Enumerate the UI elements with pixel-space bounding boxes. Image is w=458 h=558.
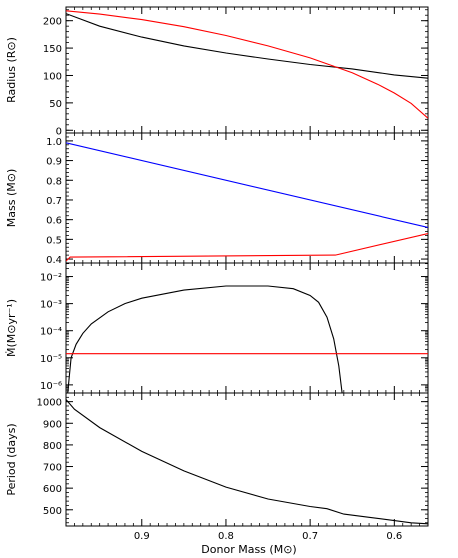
- period-series-1: [66, 399, 428, 525]
- period-y-tick-label: 1000: [37, 398, 62, 409]
- radius-y-tick-label: 150: [43, 44, 62, 55]
- mass-y-tick-label: 0.4: [46, 255, 62, 266]
- panel-mass: 0.4 0.5 0.6 0.7 0.8 0.9 1.0 Mass (M⊙): [5, 132, 429, 266]
- mdot-y-tick-label: 10⁻³: [40, 300, 62, 311]
- x-tick-label: 0.6: [386, 531, 402, 542]
- radius-y-tick-label: 0: [56, 126, 62, 137]
- period-y-tick-label: 900: [43, 419, 62, 430]
- mass-y-tick-label: 0.9: [46, 157, 62, 168]
- mass-series-2: [66, 232, 428, 262]
- radius-series-2: [66, 10, 428, 119]
- period-y-tick-label: 700: [43, 463, 62, 474]
- x-tick-label: 0.9: [134, 531, 150, 542]
- mdot-y-tick-label: 10⁻⁵: [40, 354, 62, 365]
- panel-mdot: 10⁻⁶ 10⁻⁵ 10⁻⁴ 10⁻³ 10⁻² Ṁ(M⊙yr⁻¹): [5, 262, 429, 394]
- mass-y-tick-label: 0.8: [46, 176, 62, 187]
- radius-frame: [65, 6, 429, 134]
- mass-frame: [65, 132, 429, 264]
- mass-y-tick-label: 1.0: [46, 137, 62, 148]
- radius-y-tick-label: 100: [43, 71, 62, 82]
- panel-radius: 0 50 100 150 200 Radius (R⊙): [5, 6, 429, 137]
- x-tick-labels: 0.9 0.8 0.7 0.6: [134, 531, 402, 542]
- radius-y-tick-label: 200: [43, 17, 62, 28]
- period-frame: [65, 392, 429, 527]
- mdot-series-1: [67, 285, 343, 393]
- mdot-frame: [65, 262, 429, 394]
- x-tick-label: 0.8: [218, 531, 234, 542]
- mass-y-tick-label: 0.5: [46, 235, 62, 246]
- mass-y-tick-label: 0.7: [46, 196, 62, 207]
- period-y-tick-label: 500: [43, 506, 62, 517]
- period-y-axis-label: Period (days): [5, 423, 18, 495]
- radius-y-axis-label: Radius (R⊙): [5, 37, 18, 103]
- x-axis-label: Donor Mass (M⊙): [201, 543, 296, 556]
- mdot-y-axis-label: Ṁ(M⊙yr⁻¹): [5, 299, 18, 357]
- mass-series-1: [66, 142, 428, 229]
- mdot-y-tick-label: 10⁻²: [40, 273, 62, 284]
- period-y-tick-label: 800: [43, 441, 62, 452]
- mdot-y-tick-label: 10⁻⁶: [40, 381, 62, 392]
- radius-series-1: [66, 13, 428, 79]
- mass-y-tick-label: 0.6: [46, 216, 62, 227]
- mdot-y-tick-label: 10⁻⁴: [40, 327, 62, 338]
- radius-y-tick-label: 50: [49, 99, 62, 110]
- period-y-tick-label: 600: [43, 484, 62, 495]
- panel-period: 500 600 700 800 900 1000 Period (days): [5, 392, 429, 527]
- mass-y-axis-label: Mass (M⊙): [5, 169, 18, 227]
- x-tick-label: 0.7: [302, 531, 318, 542]
